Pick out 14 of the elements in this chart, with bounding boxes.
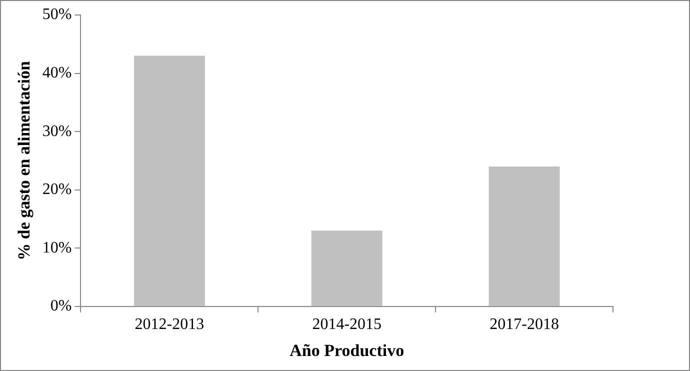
bar <box>311 230 382 306</box>
x-tick-label: 2017-2018 <box>490 316 559 334</box>
y-tick-label: 50% <box>42 6 72 24</box>
y-tick-label: 30% <box>42 122 72 140</box>
y-tick-label: 40% <box>42 64 72 82</box>
x-axis-title: Año Productivo <box>290 341 404 360</box>
bar <box>134 56 205 306</box>
y-tick-label: 0% <box>50 298 72 315</box>
y-axis-title: % de gasto en alimentación <box>14 60 34 260</box>
y-tick-label: 10% <box>42 239 72 256</box>
x-tick-label: 2012-2013 <box>134 316 204 334</box>
bar <box>488 166 560 306</box>
y-tick-label: 20% <box>42 181 72 198</box>
x-tick-label: 2014-2015 <box>312 316 382 334</box>
